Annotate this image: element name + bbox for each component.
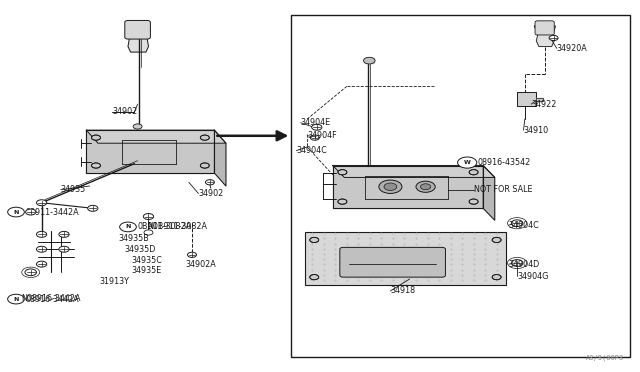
Circle shape (310, 275, 319, 280)
Circle shape (338, 170, 347, 175)
Polygon shape (86, 130, 214, 173)
Text: N: N (125, 224, 131, 230)
Circle shape (188, 252, 196, 257)
Bar (517, 92, 536, 106)
Circle shape (25, 269, 36, 276)
Circle shape (143, 214, 154, 219)
Text: W: W (464, 160, 470, 165)
Circle shape (88, 205, 98, 211)
FancyBboxPatch shape (535, 21, 554, 35)
Text: NOT FOR SALE: NOT FOR SALE (474, 185, 532, 194)
Circle shape (549, 35, 558, 41)
Text: 34935D: 34935D (125, 245, 156, 254)
Polygon shape (333, 166, 495, 177)
Circle shape (120, 222, 136, 232)
Circle shape (458, 157, 477, 168)
Circle shape (8, 207, 24, 217)
Text: 34904D: 34904D (509, 260, 540, 269)
Polygon shape (483, 166, 495, 220)
Circle shape (469, 199, 478, 204)
Circle shape (364, 57, 375, 64)
Circle shape (416, 181, 435, 192)
Circle shape (36, 231, 47, 237)
Circle shape (133, 124, 142, 129)
Circle shape (200, 163, 209, 168)
Text: 34902: 34902 (198, 189, 223, 198)
Text: 34904G: 34904G (517, 272, 548, 280)
Circle shape (511, 220, 523, 227)
Circle shape (205, 180, 214, 185)
Text: 0B911-3082A: 0B911-3082A (138, 222, 192, 231)
Polygon shape (214, 130, 226, 186)
Circle shape (59, 246, 69, 252)
Text: 34904F: 34904F (307, 131, 337, 140)
Polygon shape (536, 98, 543, 101)
Bar (291, 15, 630, 357)
Text: 34904E: 34904E (301, 118, 331, 127)
Circle shape (420, 184, 431, 190)
Polygon shape (333, 166, 483, 208)
Text: 34920A: 34920A (557, 44, 588, 53)
Circle shape (59, 231, 69, 237)
Circle shape (36, 261, 47, 267)
Text: 08916-3442A: 08916-3442A (26, 295, 79, 304)
Text: 34935E: 34935E (131, 266, 161, 275)
Text: A3/9(00P3: A3/9(00P3 (586, 355, 624, 361)
Text: 34902: 34902 (112, 107, 137, 116)
Circle shape (92, 135, 100, 140)
Polygon shape (86, 130, 226, 143)
Circle shape (8, 294, 24, 304)
Circle shape (26, 209, 36, 215)
Circle shape (310, 237, 319, 243)
Text: 34935: 34935 (61, 185, 86, 194)
Circle shape (492, 237, 501, 243)
Circle shape (338, 199, 347, 204)
FancyBboxPatch shape (125, 20, 150, 39)
Text: 34910: 34910 (524, 126, 548, 135)
Circle shape (144, 230, 153, 235)
Circle shape (200, 135, 209, 140)
Text: 08911-3442A: 08911-3442A (26, 208, 79, 217)
Text: N: N (13, 209, 19, 215)
Text: 34904C: 34904C (509, 221, 540, 230)
Text: N08916-3442A: N08916-3442A (21, 294, 81, 303)
Bar (305, 232, 506, 285)
Circle shape (469, 170, 478, 175)
Text: N0B911-3082A: N0B911-3082A (147, 222, 207, 231)
Circle shape (36, 246, 47, 252)
Text: 34935C: 34935C (131, 256, 162, 265)
Polygon shape (365, 58, 374, 63)
Text: N: N (13, 296, 19, 302)
Polygon shape (534, 26, 556, 46)
FancyBboxPatch shape (340, 247, 445, 277)
Polygon shape (127, 30, 150, 52)
Circle shape (511, 260, 523, 266)
Circle shape (379, 180, 402, 193)
Circle shape (492, 275, 501, 280)
Circle shape (384, 183, 397, 190)
Circle shape (312, 124, 322, 130)
Circle shape (36, 200, 47, 206)
Text: 34902A: 34902A (186, 260, 216, 269)
Circle shape (310, 135, 319, 140)
Text: 31913Y: 31913Y (99, 277, 129, 286)
Text: 34918: 34918 (390, 286, 415, 295)
Text: 34935B: 34935B (118, 234, 149, 243)
Text: 34922: 34922 (531, 100, 557, 109)
Circle shape (92, 163, 100, 168)
Text: 34904C: 34904C (296, 146, 327, 155)
Text: 08916-43542: 08916-43542 (477, 158, 531, 167)
